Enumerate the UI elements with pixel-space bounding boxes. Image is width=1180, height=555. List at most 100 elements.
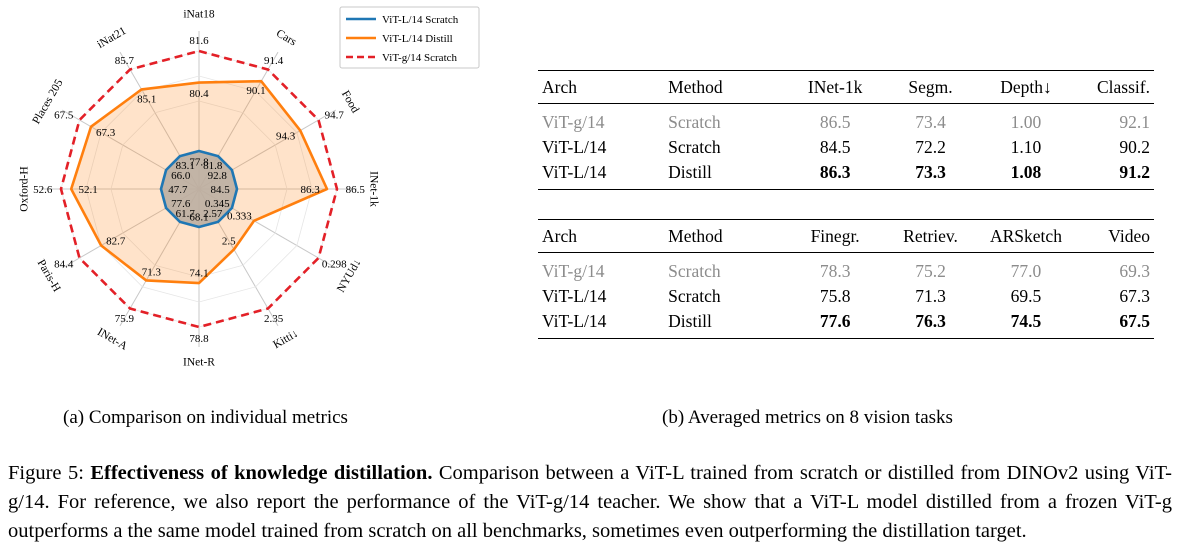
cell-arch: ViT-L/14 — [542, 286, 607, 306]
table-row: ViT-L/14 Scratch 75.8 71.3 69.5 67.3 — [538, 284, 1154, 309]
cell-value: 75.2 — [915, 261, 946, 281]
cell-method: Scratch — [668, 286, 721, 306]
data-label: 0.298 — [322, 259, 347, 271]
table-row: ViT-g/14 Scratch 86.5 73.4 1.00 92.1 — [538, 104, 1154, 136]
cell-arch: ViT-g/14 — [542, 261, 605, 281]
data-label: 61.7 — [176, 208, 196, 220]
cell-method: Scratch — [668, 112, 721, 132]
cell-value: 69.5 — [1010, 286, 1042, 306]
cell-value: 71.3 — [915, 286, 946, 306]
axis-label: Cars — [274, 28, 299, 49]
data-label: 84.4 — [54, 259, 74, 271]
data-label: 94.3 — [276, 131, 296, 143]
data-label: 78.8 — [189, 333, 209, 345]
data-label: 0.333 — [227, 211, 252, 223]
radar-grid-ring — [110, 100, 288, 278]
data-label: 84.5 — [210, 184, 230, 196]
data-label: 83.1 — [176, 160, 195, 172]
cell-method: Scratch — [668, 137, 721, 157]
cell-value: 76.3 — [915, 311, 946, 331]
cell-value: 91.2 — [1119, 162, 1150, 182]
data-label: 77.8 — [189, 156, 209, 168]
legend-label: ViT-g/14 Scratch — [382, 52, 458, 64]
cell-value: 72.2 — [915, 137, 946, 157]
figure-caption: Figure 5: Effectiveness of knowledge dis… — [8, 459, 1172, 546]
data-label: 67.3 — [96, 127, 116, 139]
data-label: 80.4 — [189, 88, 209, 100]
cell-arch: ViT-L/14 — [542, 162, 607, 182]
axis-label: INet-R — [183, 357, 215, 369]
data-label: 0.345 — [205, 198, 230, 210]
radar-spoke — [119, 188, 200, 327]
cell-arch: ViT-L/14 — [542, 311, 607, 331]
cell-method: Distill — [668, 162, 712, 182]
col-header-finegr: Finegr. — [810, 225, 860, 246]
radar-spoke — [61, 188, 200, 269]
col-header-segm: Segm. — [908, 76, 953, 97]
data-label: 86.3 — [300, 184, 320, 196]
data-label: 2.35 — [264, 313, 284, 325]
col-header-arch: Arch — [542, 76, 577, 97]
radar-grid-ring — [85, 75, 313, 303]
axis-label: INet-1k — [367, 171, 379, 207]
cell-value: 90.2 — [1119, 137, 1150, 157]
cell-value: 73.4 — [915, 112, 946, 132]
radar-spoke — [198, 188, 279, 327]
col-header-method: Method — [668, 76, 723, 97]
col-header-arch: Arch — [542, 225, 577, 246]
col-header-retriev: Retriev. — [903, 225, 958, 246]
cell-arch: ViT-g/14 — [542, 112, 605, 132]
data-label: 85.1 — [137, 93, 156, 105]
data-label: 2.57 — [203, 208, 223, 220]
data-label: 86.5 — [346, 184, 366, 196]
table-row: ViT-L/14 Scratch 84.5 72.2 1.10 90.2 — [538, 135, 1154, 160]
axis-label: INet-A — [95, 326, 130, 353]
cell-value: 75.8 — [819, 286, 851, 306]
data-label: 47.7 — [168, 184, 188, 196]
caption-title: Effectiveness of knowledge distillation. — [90, 462, 433, 484]
col-header-inet1k: INet-1k — [807, 76, 863, 97]
radar-series — [59, 49, 339, 329]
radar-grid-ring — [60, 50, 338, 328]
data-label: 66.0 — [171, 170, 191, 182]
col-header-method: Method — [668, 225, 723, 246]
radar-spoke — [61, 109, 200, 190]
cell-value: 77.0 — [1010, 261, 1042, 281]
data-label: 52.6 — [33, 184, 53, 196]
table-row: ViT-L/14 Distill 86.3 73.3 1.08 91.2 — [538, 160, 1154, 190]
col-header-classif: Classif. — [1097, 76, 1150, 97]
radar-spoke — [119, 51, 200, 190]
data-label: 81.8 — [203, 160, 223, 172]
data-label: 85.7 — [115, 55, 135, 67]
axis-label: Oxford-H — [19, 166, 31, 211]
radar-spoke — [198, 109, 337, 190]
cell-value: 69.3 — [1119, 261, 1150, 281]
data-label: 68.1 — [189, 212, 208, 224]
series-line-1 — [69, 79, 329, 285]
caption-body: Comparison between a ViT-L trained from … — [8, 462, 1172, 542]
data-label: 67.5 — [54, 109, 74, 121]
cell-value: 67.5 — [1119, 311, 1150, 331]
data-label: 75.9 — [115, 313, 135, 325]
data-label: 77.6 — [171, 198, 191, 210]
cell-value: 86.3 — [819, 162, 851, 182]
cell-value: 1.08 — [1010, 162, 1042, 182]
data-label: 82.7 — [106, 235, 126, 247]
subcaption-a: (a) Comparison on individual metrics — [63, 407, 348, 428]
axis-label: Kitti↓ — [271, 327, 300, 351]
cell-method: Distill — [668, 311, 712, 331]
axis-label: iNat18 — [183, 9, 215, 21]
results-table-top: Arch Method INet-1k Segm. Depth↓ Classif… — [538, 70, 1154, 190]
col-header-video: Video — [1108, 225, 1150, 246]
data-label: 92.8 — [208, 170, 228, 182]
data-label: 90.1 — [246, 85, 265, 97]
radar-spoke — [198, 51, 279, 190]
radar-grid — [41, 31, 357, 347]
series-line-0 — [159, 149, 239, 229]
cell-value: 77.6 — [819, 311, 851, 331]
table-row: ViT-g/14 Scratch 78.3 75.2 77.0 69.3 — [538, 253, 1154, 285]
cell-value: 67.3 — [1119, 286, 1150, 306]
data-label: 74.1 — [189, 268, 208, 280]
